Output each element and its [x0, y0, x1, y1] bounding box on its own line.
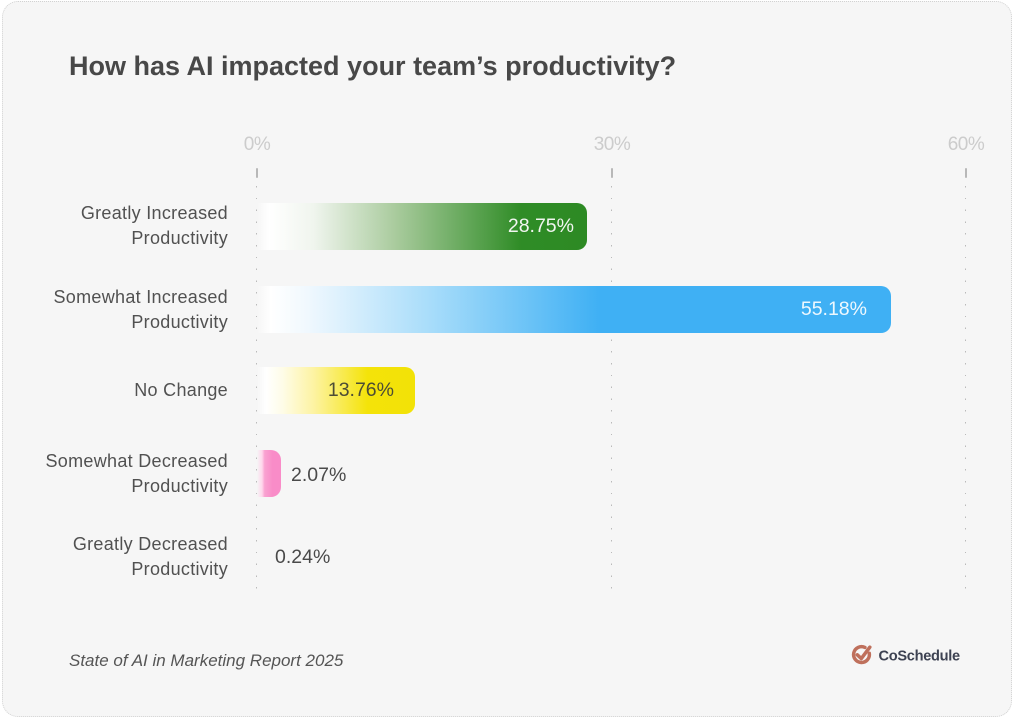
svg-text:CoSchedule: CoSchedule — [879, 649, 961, 665]
